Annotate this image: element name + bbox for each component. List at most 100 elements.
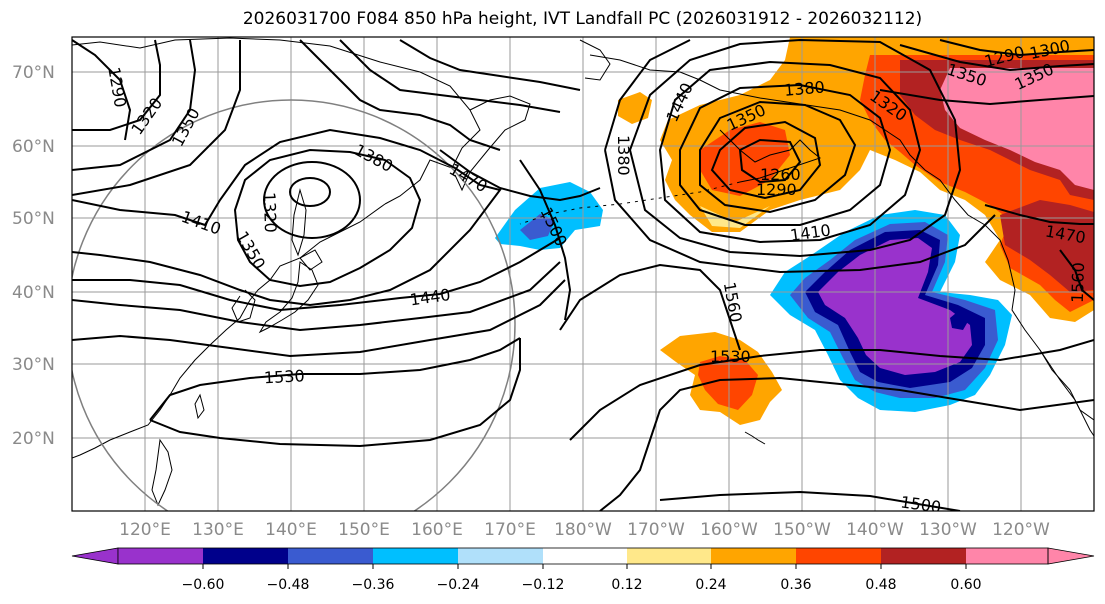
ivt-positive-north (660, 37, 1094, 322)
lat-label: 50°N (12, 209, 55, 229)
colorbar-segment (796, 548, 881, 564)
colorbar: −0.60 −0.48 −0.36 −0.24 −0.12 0.12 0.24 … (71, 547, 1095, 593)
lon-label: 140°W (846, 520, 904, 540)
colorbar-segment (288, 548, 373, 564)
contour-1290-nw (72, 39, 132, 141)
coast-hokkaido (299, 249, 323, 271)
colorbar-segment (458, 548, 543, 564)
ivt-purple-east (818, 238, 972, 375)
contour-low-ring2 (263, 161, 361, 239)
map-area: 1290 1320 1350 1380 1470 1410 1350 1320 … (72, 37, 1094, 511)
coast-japan (258, 261, 319, 334)
colorbar-tick-label: 0.12 (611, 577, 642, 593)
colorbar-tick-label: −0.24 (437, 577, 480, 593)
coast-kamchatka (454, 95, 531, 192)
lon-label: 130°W (919, 520, 977, 540)
colorbar-tick-label: −0.48 (267, 577, 310, 593)
contour-low-center (289, 177, 331, 207)
contour-label: 1560 (1068, 262, 1088, 303)
ivt-yellow-edge (700, 206, 770, 228)
contour-ne-1 (939, 39, 1094, 57)
coastlines (72, 37, 1094, 507)
coast-philippines (151, 438, 173, 507)
contour-1500-west (72, 279, 566, 358)
colorbar-tick-label: −0.36 (352, 577, 395, 593)
lat-label: 70°N (12, 63, 55, 83)
colorbar-tick-label: −0.60 (182, 577, 225, 593)
colorbar-tick-label: 0.48 (865, 577, 896, 593)
contour-1380-nw (72, 40, 241, 196)
contour-1380-west (233, 148, 422, 288)
contour-label: 1530 (263, 366, 305, 387)
coast-korea (231, 289, 256, 323)
ivt-negative-west (495, 182, 603, 250)
contour-1410-west (72, 128, 502, 307)
contour-label: 1530 (710, 347, 751, 366)
lon-label: 130°E (192, 520, 244, 540)
ivt-blue-west (520, 214, 555, 240)
colorbar-segment (373, 548, 458, 564)
contour-gulf-1320 (699, 100, 857, 214)
contour-east-lower-2 (569, 339, 1094, 441)
contour-label: 1290 (756, 180, 797, 199)
coast-alaska-peninsula (719, 129, 822, 183)
contour-gulf-1440 (604, 39, 691, 151)
contour-1440-west (72, 237, 561, 312)
lon-label: 160°W (700, 520, 758, 540)
lon-label: 120°W (992, 520, 1050, 540)
lat-label: 60°N (12, 137, 55, 157)
contour-1500-mid (519, 159, 572, 321)
colorbar-segment (627, 548, 711, 564)
contour-ne-2 (899, 44, 1094, 72)
colorbar-tick-label: 0.24 (695, 577, 726, 593)
contour-east-lower-1 (599, 376, 1094, 511)
contour-mid-a (299, 39, 501, 151)
colorbar-segment (203, 548, 288, 564)
landfall-radius-circle (72, 99, 516, 511)
colorbar-extend-min (71, 547, 119, 565)
ivt-cyan-west (495, 182, 603, 250)
lon-label: 120°E (119, 520, 171, 540)
lon-label: 140°E (265, 520, 317, 540)
contour-1320-nw (72, 39, 161, 131)
contour-label: 1260 (760, 165, 801, 184)
lon-label: 150°W (773, 520, 831, 540)
lon-label: 170°W (627, 520, 685, 540)
contour-coast-1470 (984, 204, 1094, 225)
contour-1350-nw (72, 39, 197, 171)
contour-gulf-1380 (658, 60, 922, 244)
contour-1500-bottom (659, 490, 961, 511)
contour-coast-1560 (1059, 249, 1094, 301)
contour-gulf-1350 (679, 83, 892, 226)
colorbar-tick-label: −0.12 (522, 577, 565, 593)
lon-label: 180°W (554, 520, 612, 540)
map-frame (71, 36, 1095, 512)
coast-mexico (1039, 349, 1094, 437)
ivt-orange-bering (618, 92, 652, 124)
colorbar-segment (966, 548, 1048, 564)
contour-mid-c (399, 39, 581, 91)
contour-1530-west-bottom (149, 338, 521, 448)
contour-1470-mid (439, 149, 601, 202)
contour-label: 1320 (260, 192, 280, 233)
colorbar-tick-label: 0.36 (780, 577, 811, 593)
contour-label: 1380 (614, 135, 633, 176)
contour-gulf-1290 (710, 120, 822, 200)
longitude-labels: 120°E 130°E 140°E 150°E 160°E 170°E 180°… (119, 520, 1050, 540)
colorbar-frame (117, 547, 1049, 565)
colorbar-tick-label: 0.60 (950, 577, 981, 593)
contour-mid-b (339, 39, 561, 113)
colorbar-segment (881, 548, 966, 564)
lon-label: 170°E (484, 520, 536, 540)
coast-hawaii (744, 431, 766, 445)
contour-ne-3 (879, 89, 1094, 106)
lat-label: 40°N (12, 283, 55, 303)
contour-label: 1380 (783, 77, 825, 99)
colorbar-segment (711, 548, 796, 564)
coast-alaska (589, 54, 1094, 421)
contour-1560-mid (559, 263, 741, 351)
gridlines (72, 37, 1094, 511)
colorbar-segment (543, 548, 627, 564)
coast-asia-north (72, 37, 481, 205)
